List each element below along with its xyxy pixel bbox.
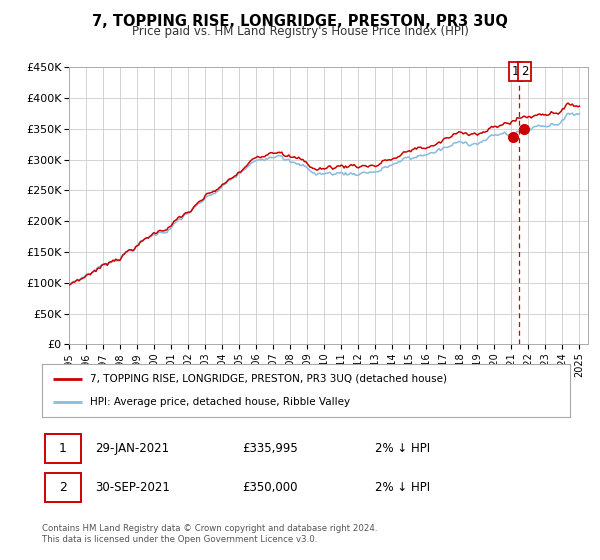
- Text: 30-SEP-2021: 30-SEP-2021: [95, 481, 170, 494]
- FancyBboxPatch shape: [44, 473, 80, 502]
- FancyBboxPatch shape: [44, 435, 80, 463]
- Text: £350,000: £350,000: [242, 481, 298, 494]
- Text: Contains HM Land Registry data © Crown copyright and database right 2024.
This d: Contains HM Land Registry data © Crown c…: [42, 524, 377, 544]
- Text: 7, TOPPING RISE, LONGRIDGE, PRESTON, PR3 3UQ (detached house): 7, TOPPING RISE, LONGRIDGE, PRESTON, PR3…: [89, 374, 446, 384]
- Text: 2% ↓ HPI: 2% ↓ HPI: [374, 481, 430, 494]
- Text: HPI: Average price, detached house, Ribble Valley: HPI: Average price, detached house, Ribb…: [89, 397, 350, 407]
- Text: 2: 2: [521, 65, 528, 78]
- Text: 2: 2: [59, 481, 67, 494]
- Text: 7, TOPPING RISE, LONGRIDGE, PRESTON, PR3 3UQ: 7, TOPPING RISE, LONGRIDGE, PRESTON, PR3…: [92, 14, 508, 29]
- Text: Price paid vs. HM Land Registry's House Price Index (HPI): Price paid vs. HM Land Registry's House …: [131, 25, 469, 39]
- Text: 2% ↓ HPI: 2% ↓ HPI: [374, 442, 430, 455]
- Text: 1: 1: [59, 442, 67, 455]
- Text: 1: 1: [512, 65, 519, 78]
- Text: 29-JAN-2021: 29-JAN-2021: [95, 442, 169, 455]
- Text: £335,995: £335,995: [242, 442, 298, 455]
